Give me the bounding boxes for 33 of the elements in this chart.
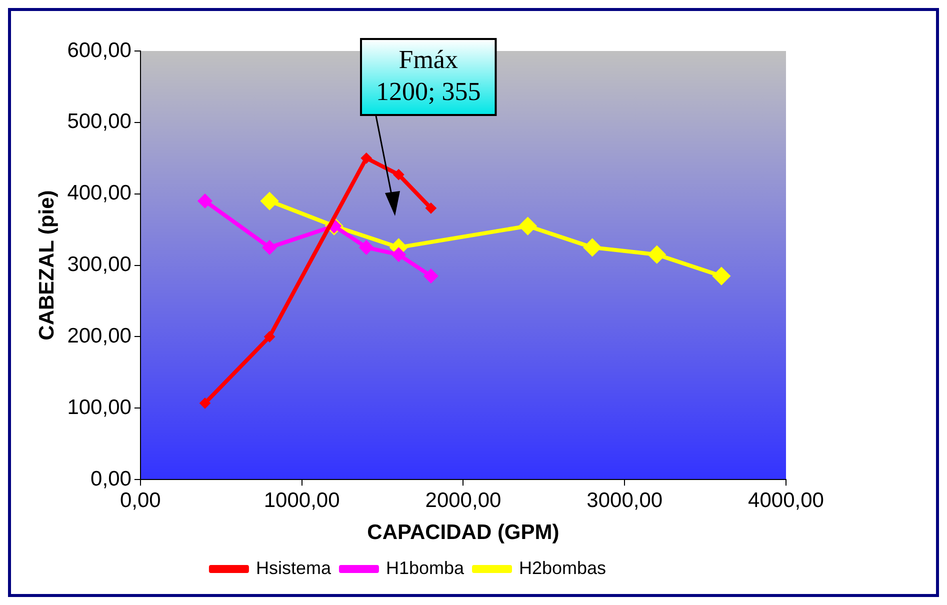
point: [583, 238, 602, 257]
y-tick-label: 500,00: [67, 110, 132, 134]
x-tick-label: 0,00: [120, 488, 161, 512]
point: [262, 240, 277, 255]
point: [359, 240, 374, 255]
point: [264, 331, 276, 342]
point: [393, 169, 404, 180]
y-axis-title: CABEZAL (pie): [35, 190, 58, 340]
y-tick-label: 100,00: [67, 396, 132, 419]
point: [198, 194, 212, 208]
x-tick-label: 3000,00: [586, 488, 663, 512]
legend-label: H2bombas: [519, 558, 606, 578]
y-tick-label: 200,00: [67, 324, 132, 348]
x-tick-label: 4000,00: [748, 488, 824, 512]
y-tick-label: 300,00: [67, 253, 132, 276]
point: [712, 266, 731, 286]
x-axis-title: CAPACIDAD (GPM): [367, 521, 560, 544]
point: [424, 268, 438, 284]
point: [425, 202, 436, 214]
point: [360, 152, 372, 164]
point: [260, 192, 279, 210]
x-tick-label: 2000,00: [425, 488, 502, 512]
legend-label: H1bomba: [386, 558, 465, 578]
annotation: Fmáx 1200; 355: [376, 44, 481, 106]
point: [199, 398, 210, 409]
point: [648, 245, 666, 264]
point: [391, 247, 406, 262]
y-tick-label: 0,00: [90, 467, 132, 490]
y-tick-label: 400,00: [67, 182, 132, 205]
y-tick-label: 600,00: [67, 38, 132, 62]
x-tick-label: 1000,00: [264, 488, 340, 512]
legend-label: Hsistema: [256, 558, 332, 578]
point: [518, 216, 537, 236]
